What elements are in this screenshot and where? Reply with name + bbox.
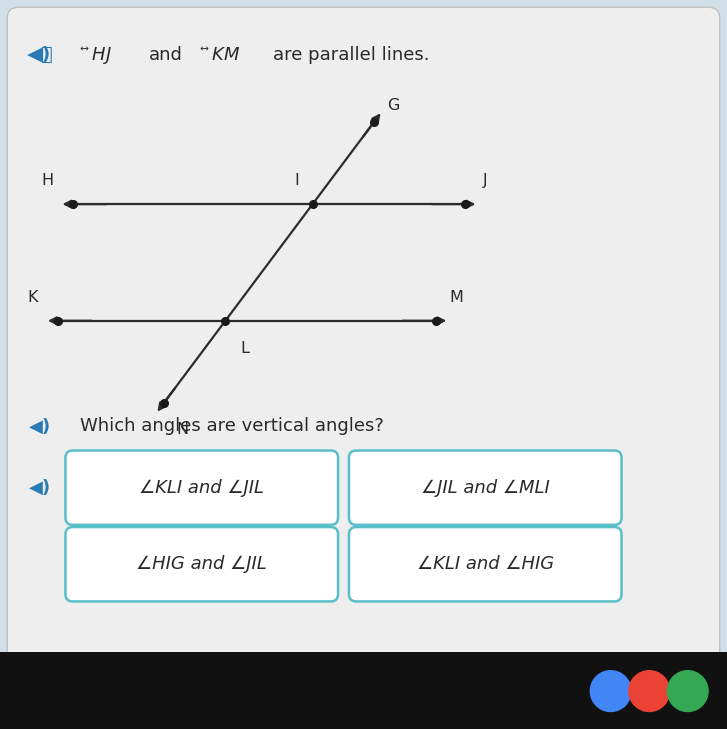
- FancyBboxPatch shape: [65, 451, 338, 525]
- FancyBboxPatch shape: [65, 527, 338, 601]
- Text: $\overleftrightarrow{KM}$: $\overleftrightarrow{KM}$: [200, 46, 241, 63]
- Text: M: M: [449, 289, 464, 305]
- Text: ∠KLI and ∠JIL: ∠KLI and ∠JIL: [140, 479, 264, 496]
- Text: G: G: [387, 98, 400, 113]
- Text: L: L: [240, 341, 249, 356]
- Text: ∠HIG and ∠JIL: ∠HIG and ∠JIL: [137, 555, 267, 573]
- Text: ∠KLI and ∠HIG: ∠KLI and ∠HIG: [417, 555, 554, 573]
- Text: I: I: [294, 173, 299, 188]
- Text: are parallel lines.: are parallel lines.: [273, 46, 429, 63]
- Text: ◀): ◀): [29, 418, 51, 435]
- Text: $\overleftrightarrow{HJ}$: $\overleftrightarrow{HJ}$: [80, 44, 112, 66]
- Text: H: H: [41, 173, 53, 188]
- FancyBboxPatch shape: [349, 451, 622, 525]
- FancyBboxPatch shape: [349, 527, 622, 601]
- Text: N: N: [177, 421, 189, 437]
- Text: ◀): ◀): [29, 46, 51, 63]
- Text: ∠JIL and ∠MLI: ∠JIL and ∠MLI: [421, 479, 550, 496]
- Text: ◀⦿: ◀⦿: [27, 45, 53, 64]
- Text: ◀): ◀): [29, 479, 51, 496]
- Text: J: J: [483, 173, 488, 188]
- Text: Which angles are vertical angles?: Which angles are vertical angles?: [80, 418, 384, 435]
- Text: K: K: [28, 289, 38, 305]
- Text: and: and: [149, 46, 183, 63]
